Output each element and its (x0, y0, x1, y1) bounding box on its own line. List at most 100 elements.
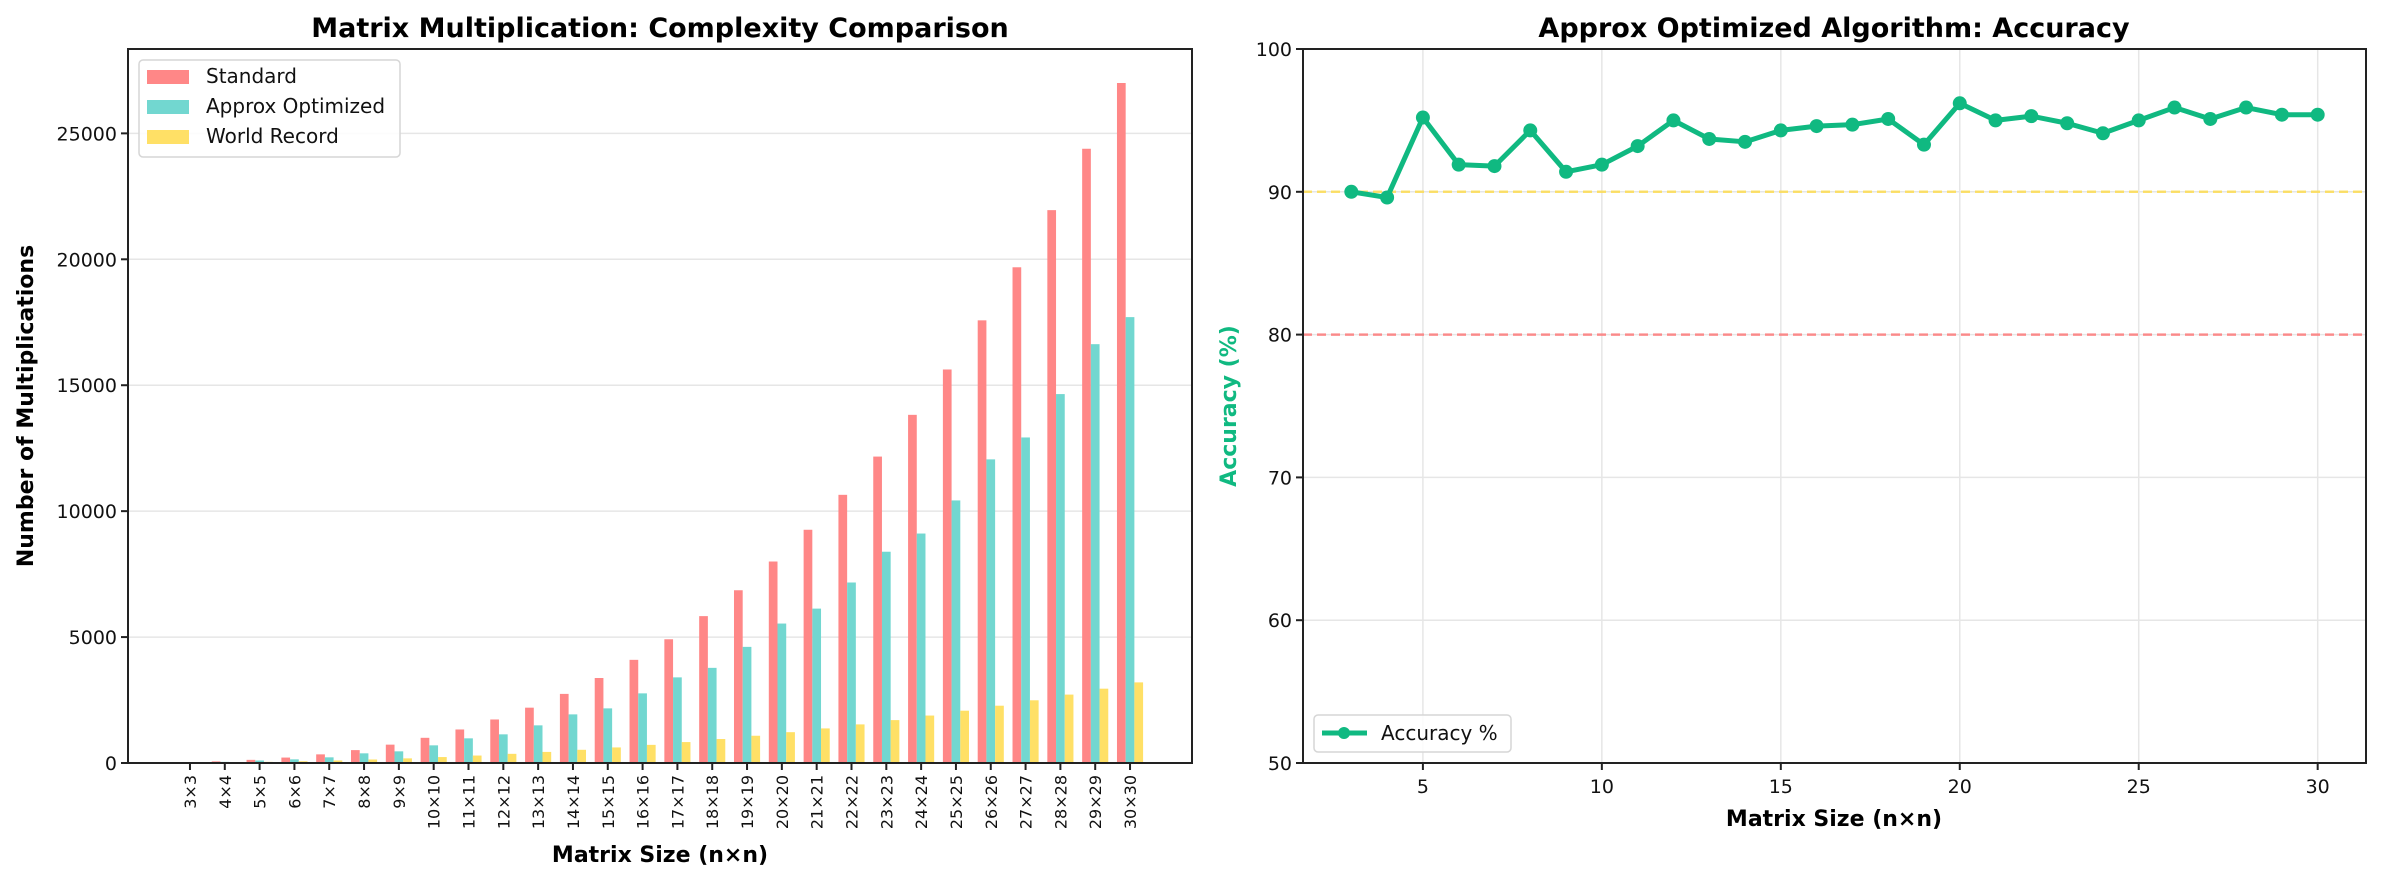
bar-world-record (438, 757, 447, 763)
bar-world-record (681, 742, 691, 763)
legend-swatch-world-record (147, 130, 189, 144)
bar-standard (455, 729, 465, 763)
left-chart-title: Matrix Multiplication: Complexity Compar… (311, 13, 1009, 44)
complexity-bar-chart: Matrix Multiplication: Complexity Compar… (14, 13, 1193, 868)
bar-approx-optimized (1090, 344, 1100, 763)
bar-approx-optimized (847, 582, 856, 763)
accuracy-point (1702, 131, 1717, 146)
legend-label-standard: Standard (206, 64, 297, 88)
accuracy-series (1344, 96, 2325, 205)
bar-standard (525, 707, 534, 763)
x-tick-label: 4×4 (216, 775, 235, 809)
accuracy-point (1666, 113, 1681, 128)
bar-standard (629, 659, 639, 763)
bar-standard (838, 494, 848, 763)
bar-approx-optimized (568, 714, 578, 763)
x-tick-label: 7×7 (320, 775, 339, 809)
bar-standard (1012, 267, 1022, 763)
y-tick-label: 0 (105, 753, 117, 775)
x-tick-label: 12×12 (494, 775, 513, 829)
accuracy-point (1988, 113, 2003, 128)
bar-approx-optimized (359, 753, 369, 763)
bar-approx-optimized (812, 608, 822, 763)
accuracy-point (2167, 100, 2182, 115)
x-tick-label: 6×6 (285, 775, 304, 809)
bar-approx-optimized (742, 646, 752, 763)
bar-approx-optimized (707, 667, 717, 763)
x-tick-label: 27×27 (1017, 775, 1036, 829)
bar-world-record (577, 749, 587, 763)
bar-world-record (995, 705, 1004, 763)
x-tick-label: 24×24 (912, 775, 931, 829)
x-tick-label: 5 (1417, 776, 1429, 798)
bar-approx-optimized (394, 751, 404, 763)
bar-world-record (507, 753, 517, 763)
accuracy-point (2095, 126, 2110, 141)
x-tick-label: 16×16 (634, 775, 653, 829)
accuracy-point (2274, 107, 2289, 122)
legend-box (1313, 714, 1512, 753)
bar-approx-optimized (1021, 437, 1030, 763)
left-ticks: 0 5000 10000 15000 20000 25000 3×3 4×4 5×5 6×6 7×7… (57, 123, 1140, 829)
bar-standard (1082, 148, 1091, 763)
bar-approx-optimized (1125, 317, 1135, 763)
bar-standard (733, 590, 743, 763)
bar-world-record (1064, 694, 1074, 763)
accuracy-point (1881, 111, 1896, 126)
bar-world-record (751, 735, 761, 763)
y-tick-label: 25000 (57, 123, 117, 145)
legend-label-accuracy: Accuracy % (1381, 721, 1498, 745)
bar-world-record (542, 751, 552, 763)
y-tick-label: 70 (1268, 467, 1292, 489)
left-y-axis-label: Number of Multiplications (14, 245, 39, 567)
accuracy-point (1451, 157, 1466, 172)
x-tick-label: 9×9 (390, 775, 409, 809)
accuracy-point (1523, 123, 1538, 138)
accuracy-point (1845, 117, 1860, 132)
bar-world-record (472, 755, 482, 763)
bar-world-record (403, 758, 412, 763)
accuracy-point (2024, 109, 2039, 124)
y-tick-label: 100 (1256, 39, 1292, 61)
bar-approx-optimized (290, 759, 299, 763)
bar-world-record (890, 720, 900, 763)
x-tick-label: 3×3 (181, 775, 200, 809)
reference-lines (1303, 190, 2366, 336)
bar-standard (351, 750, 360, 763)
y-tick-label: 20000 (57, 249, 117, 271)
x-tick-label: 22×22 (842, 775, 861, 829)
bar-standard (246, 759, 256, 763)
x-tick-label: 28×28 (1051, 775, 1070, 829)
bar-world-record (1134, 682, 1144, 763)
x-tick-label: 23×23 (877, 775, 896, 829)
bar-world-record (333, 760, 343, 763)
bar-approx-optimized (1056, 394, 1065, 763)
right-chart-title: Approx Optimized Algorithm: Accuracy (1538, 13, 2130, 44)
bar-approx-optimized (498, 734, 508, 763)
bar-world-record (786, 732, 795, 763)
x-tick-label: 25×25 (947, 775, 966, 829)
y-tick-label: 60 (1268, 610, 1292, 632)
accuracy-point (1630, 139, 1645, 154)
accuracy-point (1952, 96, 1967, 111)
right-legend: Accuracy % (1313, 714, 1512, 753)
y-tick-label: 90 (1268, 182, 1292, 204)
bar-approx-optimized (881, 551, 891, 763)
left-legend: Standard Approx Optimized World Record (138, 59, 401, 158)
accuracy-point (2060, 116, 2075, 131)
bar-standard (942, 369, 952, 763)
accuracy-point (1809, 119, 1824, 134)
bar-standard (559, 693, 569, 763)
bar-world-record (716, 739, 726, 763)
y-tick-label: 15000 (57, 375, 117, 397)
bar-approx-optimized (673, 677, 682, 763)
bar-approx-optimized (638, 693, 647, 763)
bar-world-record (368, 759, 378, 763)
bar-approx-optimized (777, 623, 787, 763)
bar-approx-optimized (533, 725, 543, 763)
x-tick-label: 10 (1590, 776, 1614, 798)
x-tick-label: 8×8 (355, 775, 374, 809)
bar-standard (977, 320, 987, 763)
right-gridlines (1303, 48, 2366, 764)
